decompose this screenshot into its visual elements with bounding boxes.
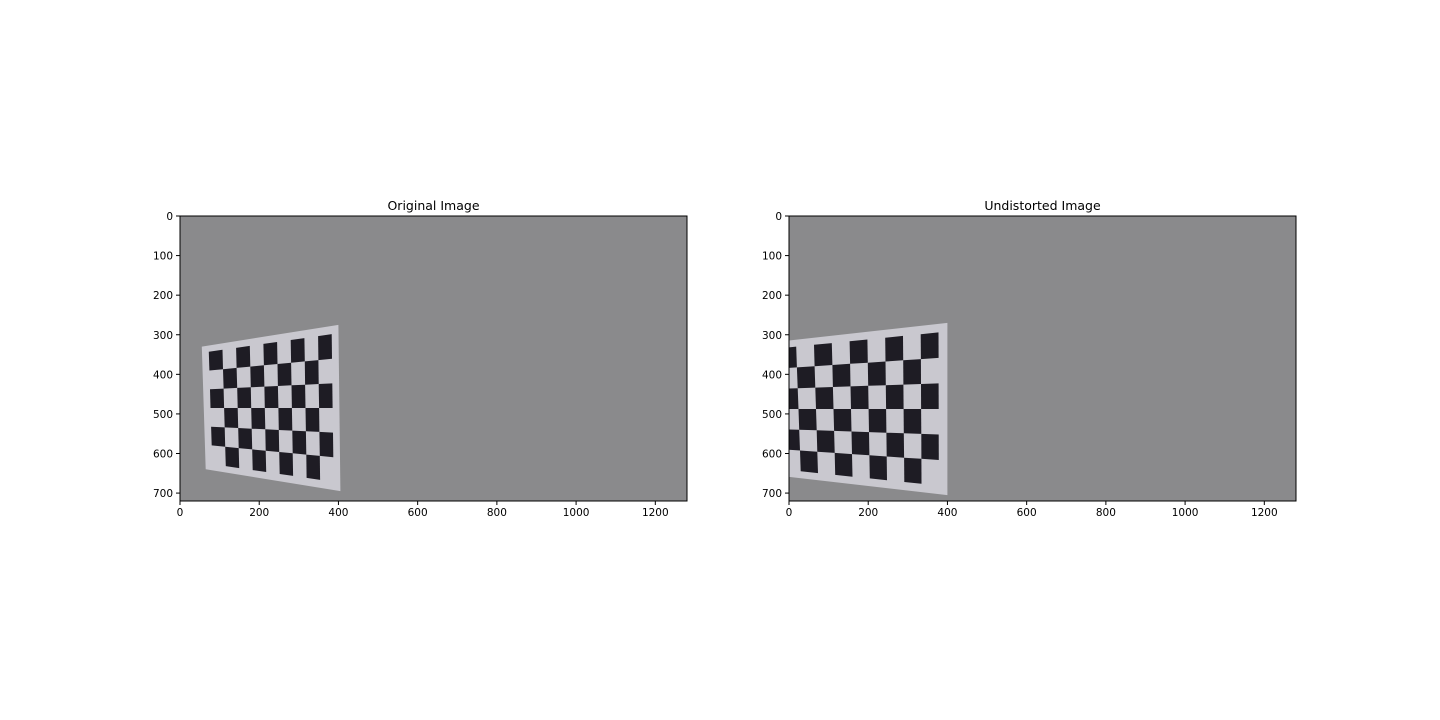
y-tick-label: 0 bbox=[775, 211, 782, 223]
checker-square bbox=[920, 332, 939, 360]
checker-square bbox=[210, 388, 225, 408]
axes-frame bbox=[788, 215, 1297, 502]
checker-square bbox=[225, 446, 240, 469]
y-tick-label: 0 bbox=[166, 211, 173, 223]
checker-square bbox=[789, 429, 800, 451]
x-tick-label: 1200 bbox=[642, 507, 669, 519]
y-tick-label: 100 bbox=[153, 251, 173, 263]
checker-square bbox=[851, 431, 870, 456]
chart-title: Undistorted Image bbox=[984, 198, 1101, 213]
checker-square bbox=[832, 363, 851, 387]
y-tick-label: 500 bbox=[153, 409, 173, 421]
checker-square bbox=[789, 346, 797, 368]
panel-undistorted-image: Undistorted Image 0 200 400 600 800 1000 1200 … bbox=[762, 198, 1297, 519]
x-tick-label: 0 bbox=[786, 507, 793, 519]
y-axis-ticks: 0 100 200 300 400 500 600 700 bbox=[762, 211, 789, 500]
checker-square bbox=[236, 345, 251, 368]
y-tick-label: 700 bbox=[762, 488, 782, 500]
checker-square bbox=[306, 454, 321, 480]
y-tick-label: 400 bbox=[153, 369, 173, 381]
checker-square bbox=[252, 449, 267, 472]
x-tick-label: 200 bbox=[858, 507, 878, 519]
checker-square bbox=[815, 387, 834, 409]
checker-square bbox=[921, 383, 939, 409]
x-tick-label: 1000 bbox=[563, 507, 590, 519]
checker-square bbox=[238, 428, 253, 450]
checker-square bbox=[798, 409, 817, 431]
checker-square bbox=[278, 408, 293, 431]
y-tick-label: 400 bbox=[762, 369, 782, 381]
checker-square bbox=[208, 349, 223, 371]
checker-square bbox=[903, 409, 922, 434]
checker-square bbox=[224, 408, 239, 428]
checker-square bbox=[796, 366, 816, 389]
x-tick-label: 400 bbox=[937, 507, 957, 519]
x-tick-label: 1200 bbox=[1251, 507, 1278, 519]
x-tick-label: 600 bbox=[1017, 507, 1037, 519]
chart-title: Original Image bbox=[387, 198, 479, 213]
checker-square bbox=[885, 335, 904, 362]
checker-square bbox=[904, 457, 922, 484]
checker-square bbox=[279, 452, 294, 476]
checker-square bbox=[290, 338, 305, 363]
axes-frame bbox=[179, 215, 688, 502]
y-tick-label: 500 bbox=[762, 409, 782, 421]
image-area bbox=[180, 216, 687, 501]
checker-square bbox=[800, 450, 818, 474]
checker-square bbox=[885, 384, 904, 409]
checker-square bbox=[834, 452, 853, 477]
checker-square bbox=[251, 408, 266, 430]
checker-square bbox=[223, 367, 238, 389]
checker-square bbox=[318, 334, 332, 361]
checker-square bbox=[237, 387, 252, 408]
checker-square bbox=[277, 362, 292, 386]
checker-square bbox=[292, 430, 307, 455]
y-tick-label: 100 bbox=[762, 251, 782, 263]
checker-square bbox=[304, 360, 319, 385]
checkerboard bbox=[201, 324, 341, 492]
y-axis-ticks: 0 100 200 300 400 500 600 700 bbox=[153, 211, 180, 500]
checker-square bbox=[263, 342, 278, 366]
checker-square bbox=[291, 384, 306, 408]
checkerboard bbox=[789, 322, 948, 496]
checker-square bbox=[814, 343, 833, 367]
panel-original-image: Original Image 0 200 400 600 800 1000 1200 0 10… bbox=[153, 198, 688, 519]
x-axis-ticks: 0 200 400 600 800 1000 1200 bbox=[177, 501, 669, 519]
y-tick-label: 300 bbox=[153, 330, 173, 342]
x-tick-label: 200 bbox=[249, 507, 269, 519]
checker-square bbox=[816, 430, 835, 453]
checker-square bbox=[868, 409, 887, 433]
checker-square bbox=[850, 385, 869, 409]
checker-square bbox=[305, 408, 320, 432]
x-tick-label: 800 bbox=[487, 507, 507, 519]
y-tick-label: 200 bbox=[153, 290, 173, 302]
checker-square bbox=[849, 339, 868, 364]
x-tick-label: 0 bbox=[177, 507, 184, 519]
checker-square bbox=[886, 432, 905, 458]
checker-square bbox=[833, 409, 852, 432]
y-tick-label: 600 bbox=[153, 449, 173, 461]
checker-square bbox=[318, 383, 333, 408]
checker-square bbox=[250, 365, 265, 388]
checker-square bbox=[211, 426, 226, 447]
checker-square bbox=[903, 359, 921, 385]
x-tick-label: 400 bbox=[328, 507, 348, 519]
checker-square bbox=[867, 361, 886, 386]
checker-square bbox=[921, 433, 939, 460]
checker-square bbox=[869, 455, 887, 481]
image-area bbox=[789, 216, 1296, 501]
checker-square bbox=[319, 431, 334, 458]
y-tick-label: 700 bbox=[153, 488, 173, 500]
x-tick-label: 800 bbox=[1096, 507, 1116, 519]
checker-square bbox=[789, 388, 799, 409]
y-tick-label: 300 bbox=[762, 330, 782, 342]
checker-square bbox=[264, 386, 279, 408]
y-tick-label: 200 bbox=[762, 290, 782, 302]
x-tick-label: 1000 bbox=[1172, 507, 1199, 519]
checker-square bbox=[265, 429, 280, 452]
x-tick-label: 600 bbox=[408, 507, 428, 519]
x-axis-ticks: 0 200 400 600 800 1000 1200 bbox=[786, 501, 1278, 519]
y-tick-label: 600 bbox=[762, 449, 782, 461]
